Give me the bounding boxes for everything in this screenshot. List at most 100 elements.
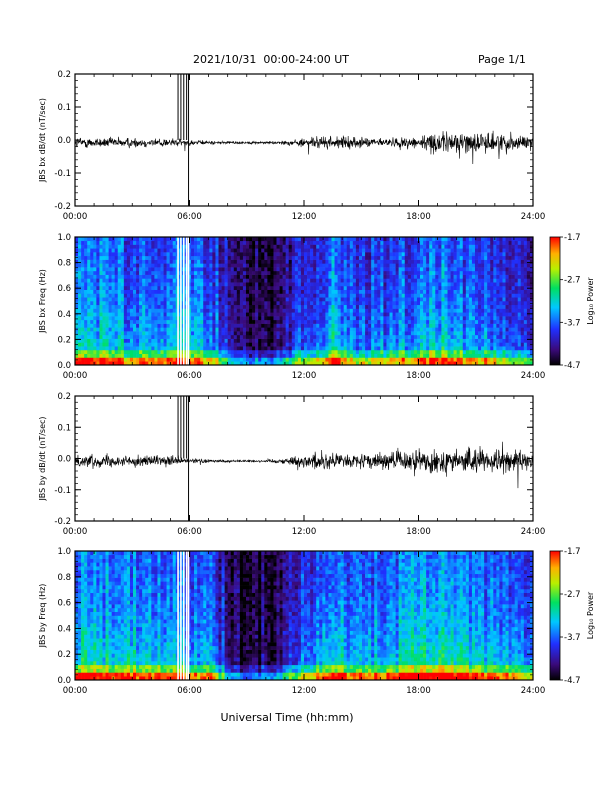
- spectrogram-cell: [374, 278, 378, 283]
- spectrogram-cell: [410, 297, 415, 302]
- y-axis-label: JBS bx dB/dt (nT/sec): [38, 98, 47, 183]
- spectrogram-cell: [316, 346, 320, 351]
- spectrogram-cell: [508, 244, 512, 249]
- spectrogram-cell: [148, 263, 152, 268]
- spectrogram-cell: [468, 308, 473, 313]
- spectrogram-cell: [87, 237, 91, 242]
- spectrogram-cell: [365, 252, 369, 257]
- spectrogram-cell: [325, 323, 329, 328]
- spectrogram-cell: [114, 237, 119, 242]
- spectrogram-cell: [343, 357, 348, 362]
- spectrogram-cell: [478, 312, 482, 317]
- spectrogram-cell: [508, 270, 512, 275]
- spectrogram-cell: [160, 274, 164, 279]
- spectrogram-cell: [87, 244, 91, 249]
- spectrogram-cell: [478, 293, 482, 298]
- spectrogram-cell: [154, 338, 158, 343]
- spectrogram-cell: [389, 316, 393, 321]
- spectrogram-cell: [93, 304, 97, 309]
- spectrogram-cell: [276, 297, 280, 302]
- spectrogram-cell: [142, 274, 146, 279]
- spectrogram-cell: [267, 331, 271, 336]
- spectrogram-cell: [233, 338, 238, 343]
- spectrogram-cell: [450, 255, 454, 260]
- spectrogram-cell: [297, 342, 302, 347]
- spectrogram-cell: [114, 353, 119, 358]
- spectrogram-cell: [438, 308, 442, 313]
- spectrogram-cell: [197, 297, 201, 302]
- spectrogram-cell: [423, 346, 427, 351]
- spectrogram-cell: [444, 237, 448, 242]
- spectrogram-cell: [264, 270, 268, 275]
- y-tick-label: -0.1: [54, 169, 71, 179]
- spectrogram-cell: [230, 319, 235, 324]
- spectrogram-cell: [249, 361, 253, 366]
- spectrogram-cell: [300, 361, 305, 366]
- spectrogram-cell: [252, 342, 256, 347]
- spectrogram-cell: [99, 263, 103, 268]
- spectrogram-cell: [172, 308, 177, 313]
- spectrogram-cell: [328, 361, 332, 366]
- spectrogram-cell: [465, 361, 470, 366]
- spectrogram-cell: [264, 244, 268, 249]
- spectrogram-cell: [435, 293, 439, 298]
- spectrogram-cell: [426, 263, 430, 268]
- spectrogram-cell: [102, 316, 106, 321]
- spectrogram-cell: [380, 255, 384, 260]
- spectrogram-cell: [114, 331, 119, 336]
- spectrogram-cell: [108, 361, 112, 366]
- spectrogram-cell: [249, 289, 253, 294]
- spectrogram-cell: [273, 267, 277, 272]
- spectrogram-cell: [471, 297, 476, 302]
- spectrogram-cell: [410, 293, 415, 298]
- spectrogram-cell: [377, 308, 381, 313]
- spectrogram-cell: [151, 342, 155, 347]
- spectrogram-cell: [123, 342, 128, 347]
- spectrogram-cell: [462, 274, 467, 279]
- spectrogram-cell: [126, 304, 131, 309]
- spectrogram-cell: [87, 252, 91, 257]
- spectrogram-cell: [459, 312, 464, 317]
- spectrogram-cell: [462, 361, 467, 366]
- spectrogram-cell: [410, 361, 415, 366]
- spectrogram-cell: [282, 285, 286, 290]
- spectrogram-cell: [151, 240, 155, 245]
- spectrogram-cell: [78, 361, 82, 366]
- spectrogram-cell: [133, 289, 137, 294]
- spectrogram-cell: [224, 323, 228, 328]
- spectrogram-cell: [404, 331, 409, 336]
- spectrogram-cell: [81, 316, 85, 321]
- spectrogram-cell: [453, 267, 457, 272]
- spectrogram-cell: [227, 327, 232, 332]
- spectrogram-cell: [108, 334, 112, 339]
- spectrogram-cell: [398, 240, 402, 245]
- spectrogram-cell: [395, 301, 399, 306]
- spectrogram-cell: [252, 297, 256, 302]
- spectrogram-cell: [386, 282, 390, 287]
- spectrogram-cell: [160, 353, 164, 358]
- spectrogram-cell: [374, 331, 378, 336]
- spectrogram-cell: [401, 316, 406, 321]
- spectrogram-cell: [438, 327, 442, 332]
- spectrogram-cell: [151, 289, 155, 294]
- spectrogram-cell: [438, 255, 442, 260]
- spectrogram-cell: [218, 285, 222, 290]
- spectrogram-cell: [307, 263, 311, 268]
- spectrogram-cell: [471, 308, 476, 313]
- spectrogram-cell: [276, 270, 280, 275]
- spectrogram-cell: [279, 285, 283, 290]
- spectrogram-cell: [371, 316, 375, 321]
- spectrogram-cell: [245, 346, 250, 351]
- spectrogram-cell: [374, 244, 378, 249]
- spectrogram-cell: [282, 312, 286, 317]
- spectrogram-cell: [474, 312, 479, 317]
- spectrogram-cell: [245, 293, 250, 298]
- spectrogram-cell: [215, 297, 219, 302]
- spectrogram-cell: [310, 346, 314, 351]
- spectrogram-cell: [441, 349, 445, 354]
- spectrogram-cell: [117, 316, 122, 321]
- spectrogram-cell: [432, 263, 436, 268]
- spectrogram-cell: [297, 263, 302, 268]
- spectrogram-cell: [465, 323, 470, 328]
- spectrogram-cell: [282, 255, 286, 260]
